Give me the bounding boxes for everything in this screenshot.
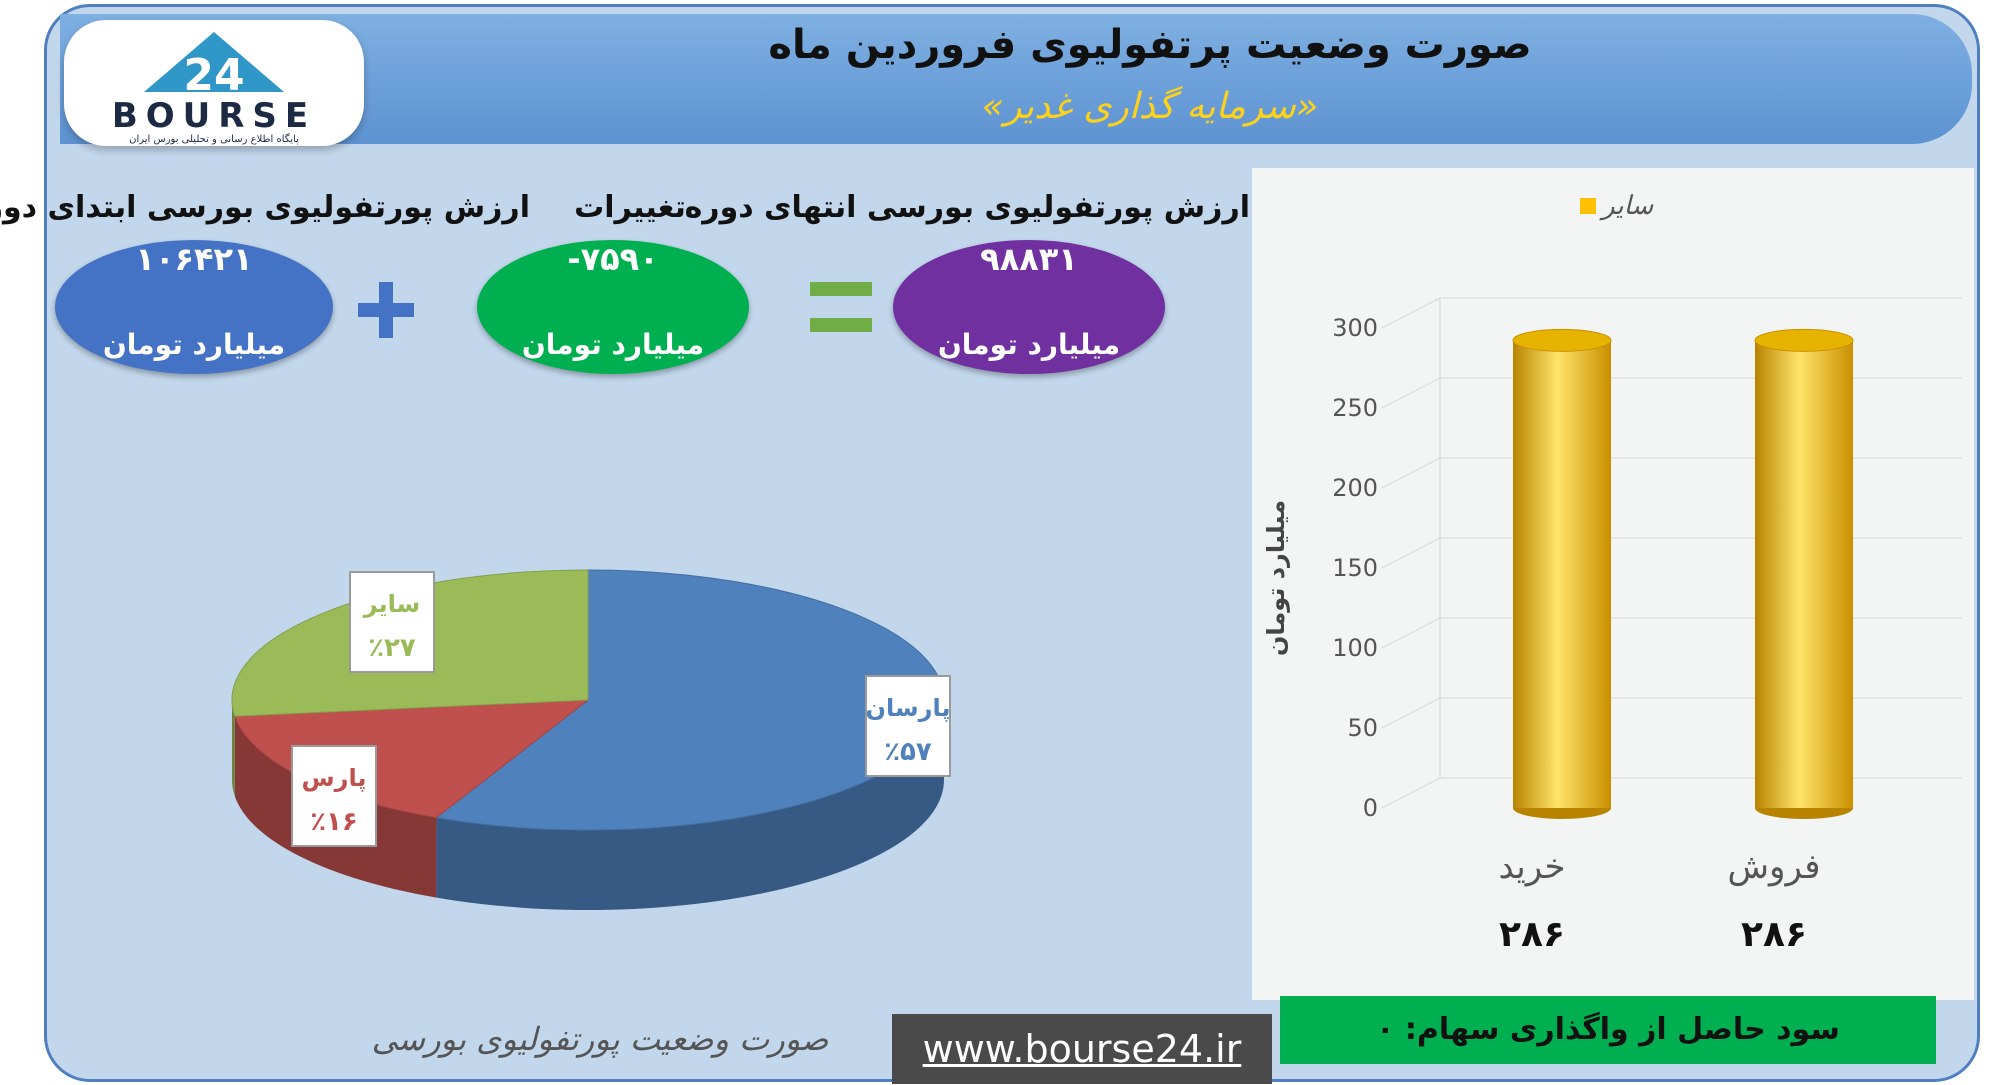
pie-label-2: سایر ٪۲۷: [349, 571, 435, 673]
start-value-unit: میلیارد تومان: [102, 328, 286, 361]
start-value: ۱۰۶۴۲۱: [135, 240, 253, 278]
legend-label: سایر: [1599, 191, 1655, 221]
pie-label-1: پارس ٪۱۶: [291, 745, 377, 847]
end-value-unit: میلیارد تومان: [937, 328, 1121, 361]
bar-value-label-0: ۲۸۶: [1499, 914, 1565, 955]
change-ellipse: -۷۵۹۰ میلیارد تومان: [477, 240, 749, 374]
bar-category-1: فروش: [1728, 847, 1821, 887]
pie-label-name-0: پارسان: [866, 694, 951, 722]
pie-label-value-0: ٪۵۷: [884, 737, 932, 767]
legend-swatch: [1580, 198, 1596, 214]
pie-label-0: پارسان ٪۵۷: [865, 675, 951, 777]
website-link[interactable]: www.bourse24.ir: [892, 1014, 1272, 1084]
pie-label-value-1: ٪۱۶: [310, 807, 358, 837]
change-value: -۷۵۹۰: [567, 240, 659, 278]
bar-ytick-2: 100: [1332, 634, 1378, 662]
pie-label-name-2: سایر: [363, 590, 421, 618]
end-value: ۹۸۸۳۱: [980, 240, 1078, 278]
pie-chart-title: صورت وضعیت پورتفولیوی بورسی: [371, 1020, 829, 1058]
logo-tagline: پایگاه اطلاع رسانی و تحلیلی بورس ایران: [129, 134, 299, 145]
portfolio-pie-chart: پارسان ٪۵۷ پارس ٪۱۶ سایر ٪۲۷: [231, 569, 951, 910]
plus-icon: [356, 280, 416, 344]
page-subtitle: «سرمایه گذاری غدیر»: [981, 86, 1319, 127]
equals-icon: [810, 282, 872, 340]
bar-y-axis-label: میلیارد تومان: [1262, 500, 1290, 656]
bar-category-0: خرید: [1498, 847, 1565, 887]
change-unit: میلیارد تومان: [521, 328, 705, 361]
bar-chart-panel: [1252, 168, 1974, 1000]
logo-triangle-icon: 24: [144, 32, 284, 100]
pie-slice-side-2: [232, 700, 235, 797]
change-label: تغییرات: [574, 190, 686, 225]
bar-ytick-1: 50: [1347, 714, 1378, 742]
end-value-label: ارزش پورتفولیوی بورسی انتهای دوره: [684, 190, 1250, 225]
bar-ytick-6: 300: [1332, 314, 1378, 342]
bar-1: [1754, 328, 1854, 819]
bar-ytick-4: 200: [1332, 474, 1378, 502]
pie-slice-side-0: [436, 700, 944, 910]
start-value-ellipse: ۱۰۶۴۲۱ میلیارد تومان: [55, 240, 333, 374]
start-value-label: ارزش پورتفولیوی بورسی ابتدای دوره: [0, 190, 530, 225]
logo-digits: 24: [183, 50, 244, 100]
page-title: صورت وضعیت پرتفولیوی فروردین ماه: [768, 22, 1532, 68]
bar-0: [1512, 328, 1612, 819]
bar-ytick-0: 0: [1363, 794, 1378, 822]
end-value-ellipse: ۹۸۸۳۱ میلیارد تومان: [893, 240, 1165, 374]
bar-ytick-3: 150: [1332, 554, 1378, 582]
logo-word: BOURSE: [111, 96, 317, 136]
pie-label-value-2: ٪۲۷: [368, 633, 416, 663]
bourse24-logo[interactable]: 24 BOURSE پایگاه اطلاع رسانی و تحلیلی بو…: [64, 20, 364, 146]
pie-label-name-1: پارس: [302, 764, 367, 792]
buy-sell-bar-chart: 0 50 100 150 200 250 300 خرید ۲۸۶ فروش ۲۸۶ سایر م…: [1262, 191, 1962, 955]
bar-value-label-1: ۲۸۶: [1741, 914, 1807, 955]
bar-ytick-5: 250: [1332, 394, 1378, 422]
header-banner: [60, 14, 1972, 144]
profit-banner: سود حاصل از واگذاری سهام: ۰: [1280, 996, 1936, 1064]
